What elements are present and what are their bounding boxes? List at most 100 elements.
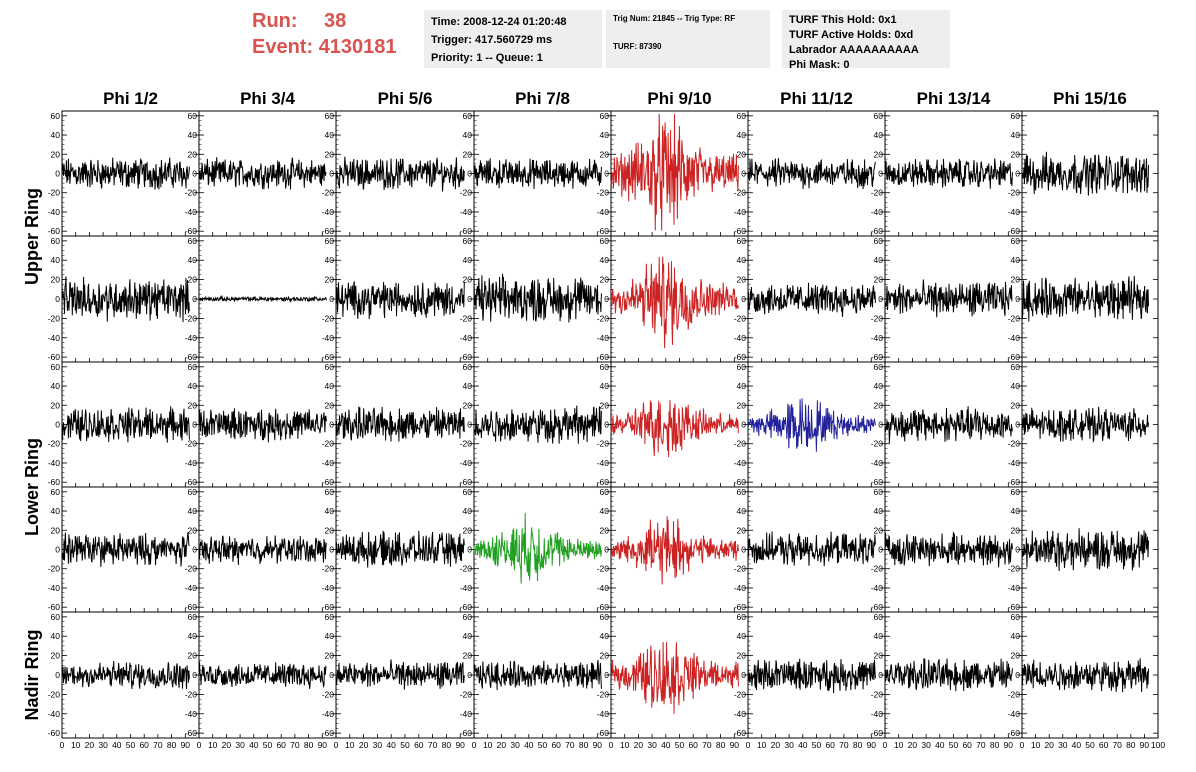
trig-info-box: Trig Num: 21845 -- Trig Type: RF TURF: 8… [606, 10, 770, 68]
y-tick-label: -60 [597, 728, 610, 738]
y-tick-label: -40 [322, 458, 335, 468]
waveform-trace [747, 658, 876, 694]
y-tick-label: -60 [460, 226, 473, 236]
waveform-panel: -60 -40 -20 0 20 40 60 [1008, 361, 1159, 488]
waveform-trace [198, 535, 327, 565]
x-tick-label: 0 [197, 740, 202, 750]
x-tick-label: 50 [1085, 740, 1095, 750]
y-tick-label: -60 [48, 728, 61, 738]
y-tick-label: -20 [734, 313, 747, 323]
x-tick-label: 20 [222, 740, 232, 750]
y-tick-label: 0 [741, 169, 746, 179]
y-tick-label: -20 [460, 313, 473, 323]
y-tick-label: 40 [463, 381, 473, 391]
y-tick-label: 20 [600, 275, 610, 285]
run-line: Run: 38 [252, 8, 397, 34]
x-tick-label: 100 [1151, 740, 1165, 750]
x-tick-label: 90 [867, 740, 877, 750]
x-tick-label: 60 [962, 740, 972, 750]
y-tick-label: -60 [734, 477, 747, 487]
y-tick-label: -60 [185, 352, 198, 362]
y-tick-label: 40 [188, 381, 198, 391]
y-tick-label: -60 [734, 728, 747, 738]
y-tick-label: 40 [874, 631, 884, 641]
y-tick-label: -40 [871, 333, 884, 343]
waveform-trace [473, 273, 602, 323]
y-tick-label: 0 [878, 294, 883, 304]
y-tick-label: -20 [185, 689, 198, 699]
x-tick-label: 40 [798, 740, 808, 750]
y-tick-label: -40 [322, 583, 335, 593]
y-tick-label: 20 [51, 651, 61, 661]
y-tick-label: -20 [322, 313, 335, 323]
y-tick-label: -40 [1008, 583, 1021, 593]
y-tick-label: 40 [1011, 255, 1021, 265]
y-tick-label: 20 [1011, 651, 1021, 661]
y-tick-label: -40 [1008, 458, 1021, 468]
y-tick-label: 60 [737, 111, 747, 121]
y-tick-label: 0 [1015, 420, 1020, 430]
y-tick-label: -40 [597, 458, 610, 468]
x-tick-label: 80 [167, 740, 177, 750]
waveform-trace [335, 659, 465, 690]
y-tick-label: 20 [600, 149, 610, 159]
waveform-panel: -60 -40 -20 0 20 40 60 [597, 486, 749, 613]
y-tick-label: 20 [463, 651, 473, 661]
waveform-panel: -60 -40 -20 0 20 40 60 [322, 611, 475, 739]
y-tick-label: 40 [600, 631, 610, 641]
y-tick-label: 60 [51, 487, 61, 497]
x-tick-label: 20 [497, 740, 507, 750]
y-tick-label: 0 [55, 294, 60, 304]
x-tick-label: 60 [1099, 740, 1109, 750]
y-tick-label: 40 [600, 506, 610, 516]
x-tick-label: 70 [976, 740, 986, 750]
y-tick-label: -20 [597, 439, 610, 449]
y-tick-label: 0 [878, 670, 883, 680]
waveform-panel: -60 -40 -20 0 20 40 60 [597, 110, 749, 237]
waveform-panel: -60 -40 -20 0 20 40 60 [1008, 611, 1159, 739]
y-tick-label: -60 [1008, 728, 1021, 738]
x-tick-label: 50 [812, 740, 822, 750]
waveform-panel: -60 -40 -20 0 20 40 60 [185, 361, 337, 488]
waveform-panel: -60 -40 -20 0 20 40 60 [734, 361, 886, 488]
x-tick-label: 0 [60, 740, 65, 750]
waveform-trace [335, 156, 465, 192]
x-tick-label: 50 [263, 740, 273, 750]
y-tick-label: -60 [185, 477, 198, 487]
y-tick-label: -60 [460, 352, 473, 362]
x-tick-label: 50 [675, 740, 685, 750]
x-tick-label: 80 [990, 740, 1000, 750]
x-tick-label: 80 [579, 740, 589, 750]
waveform-trace [1021, 151, 1149, 196]
x-tick-label: 60 [551, 740, 561, 750]
x-tick-label: 0 [472, 740, 477, 750]
y-tick-label: 0 [192, 169, 197, 179]
y-tick-label: 20 [463, 400, 473, 410]
y-tick-label: -40 [871, 458, 884, 468]
y-tick-label: -60 [597, 352, 610, 362]
y-tick-label: 0 [55, 545, 60, 555]
y-tick-label: 20 [874, 525, 884, 535]
x-tick-label: 30 [647, 740, 657, 750]
y-tick-label: 40 [737, 130, 747, 140]
x-tick-label: 30 [921, 740, 931, 750]
waveform-panel: -60 -40 -20 0 20 40 60 [48, 110, 200, 237]
waveform-trace [747, 398, 876, 452]
waveform-trace [747, 158, 876, 190]
y-tick-label: 60 [188, 362, 198, 372]
x-tick-label: 70 [839, 740, 849, 750]
x-tick-label: 10 [345, 740, 355, 750]
waveform-panel: -60 -40 -20 0 20 40 60 [185, 611, 337, 739]
y-tick-label: 20 [737, 400, 747, 410]
waveform-trace [1021, 406, 1149, 443]
y-tick-label: 20 [325, 149, 335, 159]
x-tick-label: 0 [334, 740, 339, 750]
y-tick-label: -20 [1008, 564, 1021, 574]
y-tick-label: 0 [878, 420, 883, 430]
waveform-panel: -60 -40 -20 0 20 40 60 [734, 110, 886, 237]
y-tick-label: 60 [188, 236, 198, 246]
row-title: Nadir Ring [22, 629, 42, 720]
y-tick-label: -40 [871, 583, 884, 593]
waveform-panel: -60 -40 -20 0 20 40 60 [597, 361, 749, 488]
y-tick-label: 0 [1015, 169, 1020, 179]
